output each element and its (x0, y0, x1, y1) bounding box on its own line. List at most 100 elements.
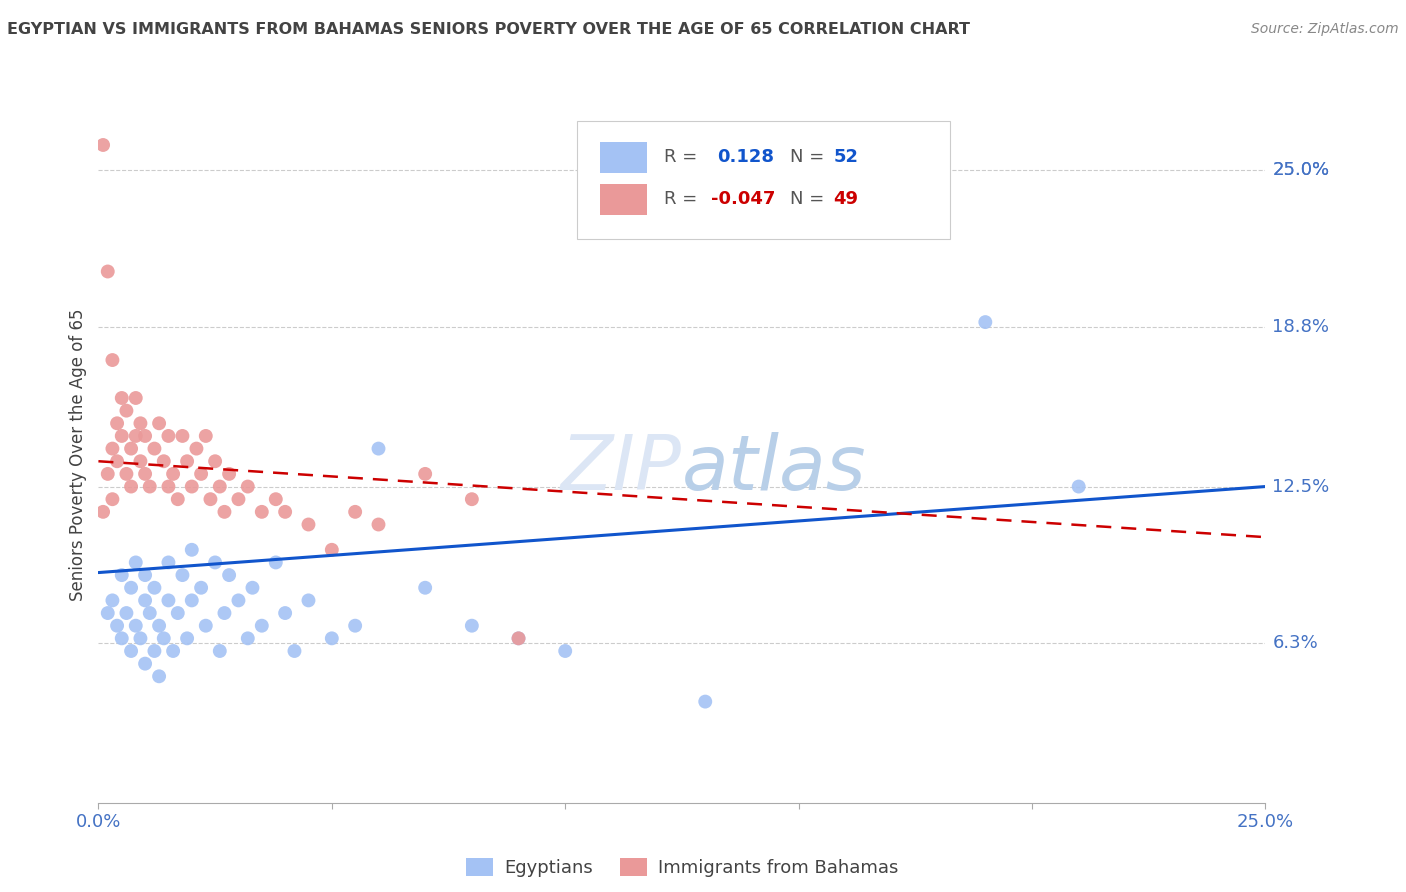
Point (134, 568, 156, 582)
Point (111, 429, 134, 443)
Point (134, 657, 156, 671)
Point (157, 593, 180, 607)
Bar (600, 184, 647, 215)
Point (186, 442, 208, 456)
Y-axis label: Seniors Poverty Over the Age of 65: Seniors Poverty Over the Age of 65 (69, 309, 87, 601)
Point (344, 505, 367, 519)
Point (120, 644, 142, 658)
Point (344, 618, 367, 632)
Point (228, 492, 250, 507)
Point (194, 618, 217, 632)
FancyBboxPatch shape (576, 121, 950, 239)
Point (250, 618, 273, 632)
Point (139, 606, 162, 620)
Point (321, 542, 343, 557)
Point (218, 467, 240, 481)
Legend: Egyptians, Immigrants from Bahamas: Egyptians, Immigrants from Bahamas (458, 850, 905, 884)
Point (143, 581, 166, 595)
Point (120, 479, 142, 493)
Point (101, 353, 124, 368)
Bar (600, 142, 647, 173)
Point (367, 517, 389, 532)
Point (157, 429, 180, 443)
Point (148, 417, 170, 431)
Point (129, 454, 152, 468)
Point (134, 467, 156, 481)
Point (274, 606, 297, 620)
Point (228, 593, 250, 607)
Point (129, 417, 152, 431)
Point (172, 429, 194, 443)
Point (97, 467, 120, 481)
Text: 0.128: 0.128 (717, 148, 773, 166)
Text: N =: N = (790, 148, 831, 166)
Point (208, 644, 231, 658)
Point (111, 568, 134, 582)
Point (101, 442, 124, 456)
Point (413, 467, 436, 481)
Point (190, 467, 212, 481)
Point (105, 618, 128, 632)
Point (105, 454, 128, 468)
Text: R =: R = (665, 190, 703, 208)
Point (125, 618, 148, 632)
Point (111, 391, 134, 405)
Text: 6.3%: 6.3% (1272, 634, 1319, 652)
Text: 25.0%: 25.0% (1272, 161, 1330, 179)
Point (554, 644, 576, 658)
Point (695, 695, 717, 709)
Point (264, 556, 287, 570)
Text: 25.0%: 25.0% (1272, 161, 1330, 179)
Point (1067, 479, 1090, 493)
Point (91, 138, 114, 153)
Point (105, 417, 128, 431)
Point (297, 593, 319, 607)
Point (125, 429, 148, 443)
Text: 49: 49 (834, 190, 859, 208)
Point (204, 454, 226, 468)
Text: 52: 52 (834, 148, 859, 166)
Point (214, 606, 236, 620)
Point (461, 618, 484, 632)
Point (148, 669, 170, 683)
Point (166, 606, 188, 620)
Point (204, 556, 226, 570)
Text: R =: R = (665, 148, 709, 166)
Point (162, 467, 184, 481)
Point (180, 542, 202, 557)
Point (120, 581, 142, 595)
Point (218, 568, 240, 582)
Text: Source: ZipAtlas.com: Source: ZipAtlas.com (1251, 22, 1399, 37)
Point (208, 479, 231, 493)
Point (250, 505, 273, 519)
Point (115, 467, 138, 481)
Point (134, 593, 156, 607)
Point (508, 632, 530, 646)
Text: 18.8%: 18.8% (1272, 318, 1330, 336)
Point (297, 517, 319, 532)
Point (157, 479, 180, 493)
Point (129, 632, 152, 646)
Point (190, 581, 212, 595)
Point (125, 391, 148, 405)
Point (214, 505, 236, 519)
Point (157, 556, 180, 570)
Point (139, 479, 162, 493)
Point (974, 315, 997, 329)
Text: ZIP: ZIP (561, 432, 682, 506)
Point (413, 581, 436, 595)
Point (97, 606, 120, 620)
Point (152, 632, 174, 646)
Point (115, 403, 138, 417)
Text: 12.5%: 12.5% (1272, 477, 1330, 496)
Point (274, 505, 297, 519)
Point (120, 442, 142, 456)
Point (180, 593, 202, 607)
Point (264, 492, 287, 507)
Point (283, 644, 305, 658)
Point (461, 492, 484, 507)
Point (143, 644, 166, 658)
Point (176, 454, 198, 468)
Point (152, 454, 174, 468)
Point (101, 593, 124, 607)
